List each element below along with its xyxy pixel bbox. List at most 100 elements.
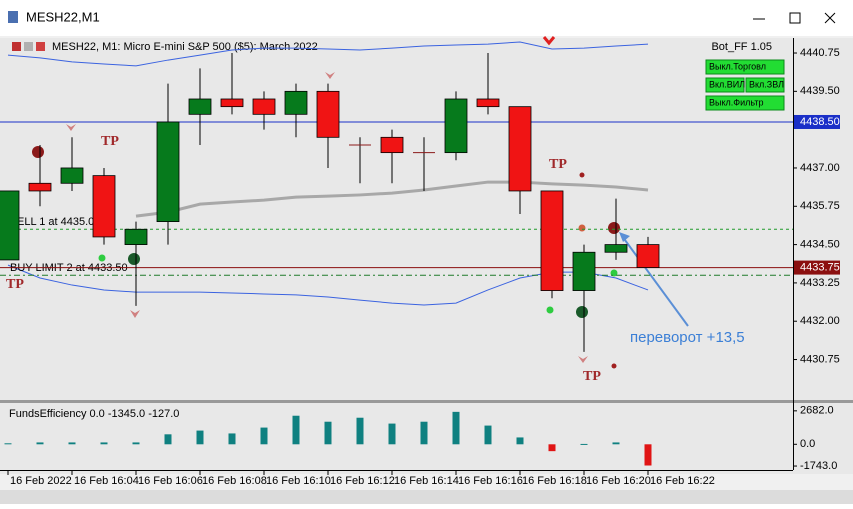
arrow-marker — [542, 36, 556, 46]
y-tick-label: 4435.75 — [800, 200, 840, 212]
candle-body — [28, 182, 52, 192]
candle-body — [540, 190, 564, 291]
bar — [36, 442, 44, 445]
window-icon — [8, 11, 18, 23]
candle-body — [476, 98, 500, 108]
x-tick-label: 16 Feb 16:18 — [522, 475, 587, 487]
x-tick-label: 16 Feb 16:04 — [74, 475, 139, 487]
bar — [484, 425, 492, 445]
window-title: MESH22,M1 — [26, 9, 100, 24]
annotation-arrowhead — [619, 232, 630, 242]
overlay-line — [135, 180, 649, 218]
bar — [452, 411, 460, 445]
y-tick-label: 4434.50 — [800, 239, 840, 251]
bar — [4, 443, 12, 445]
bot-button[interactable] — [745, 77, 785, 93]
x-tick-label: 16 Feb 16:14 — [394, 475, 459, 487]
x-tick-label: 16 Feb 16:20 — [586, 475, 651, 487]
bar — [388, 423, 396, 445]
arrow-marker — [578, 356, 588, 363]
tp-marker: TP — [549, 157, 567, 172]
order-label: BUY LIMIT 2 at 4433.50 — [10, 262, 128, 274]
dot — [611, 363, 617, 369]
y-tick-label: -1743.0 — [800, 460, 837, 472]
candle-body — [380, 136, 404, 154]
title-bar — [0, 0, 853, 36]
bar — [228, 433, 236, 445]
y-tick-label: 4439.50 — [800, 85, 840, 97]
arrow-marker — [66, 124, 76, 131]
candle-body — [252, 98, 276, 115]
dot — [579, 172, 585, 178]
bar — [612, 442, 620, 445]
indicator-title: FundsEfficiency 0.0 -1345.0 -127.0 — [9, 408, 179, 420]
price-tag-label: 4433.75 — [800, 261, 840, 273]
bot-button-label[interactable]: Выкл.Фильтр — [709, 97, 764, 107]
candle-body — [604, 244, 628, 253]
annotation: переворот +13,5 — [630, 329, 745, 346]
bar — [580, 443, 588, 445]
arrow-marker — [130, 310, 140, 318]
dot — [578, 224, 586, 232]
bar — [644, 444, 652, 466]
dot — [98, 254, 106, 262]
bar — [548, 444, 556, 452]
candle-body — [284, 90, 308, 115]
scroll-strip — [0, 490, 853, 504]
trade-circle — [576, 306, 588, 318]
trade-markers — [32, 36, 620, 369]
bot-button-label[interactable]: Выкл.Торговл — [709, 61, 766, 71]
x-tick-label: 16 Feb 16:16 — [458, 475, 523, 487]
tp-marker: TP — [6, 277, 24, 292]
candle-body — [444, 98, 468, 154]
bar — [164, 434, 172, 445]
bot-button-label[interactable]: Вкл.ВИЛ — [709, 79, 745, 89]
bar — [260, 427, 268, 445]
price-tag-box — [794, 114, 840, 129]
plot-area: ELL 1 at 4435.00 BUY LIMIT 2 at 4433.50 — [0, 41, 793, 466]
candle-body — [636, 244, 660, 268]
bar — [324, 421, 332, 445]
tp-marker: TP — [583, 369, 601, 384]
maximize-button[interactable] — [789, 12, 801, 24]
candle-body — [220, 98, 244, 108]
y-tick-label: 0.0 — [800, 438, 815, 450]
x-tick-label: 16 Feb 16:10 — [266, 475, 331, 487]
x-tick-label: 16 Feb 16:22 — [650, 475, 715, 487]
y-tick-label: 4437.00 — [800, 162, 840, 174]
candle-body — [124, 228, 148, 245]
bot-button[interactable] — [705, 77, 745, 93]
candle-body — [0, 190, 20, 261]
toolbar-icon — [12, 42, 21, 51]
candle-body — [316, 90, 340, 138]
bot-button-label[interactable]: Вкл.ЗВЛ — [749, 79, 784, 89]
tp-markers: TP TP TP TP — [6, 134, 601, 384]
candle-body — [92, 175, 116, 238]
price-tag-label: 4438.50 — [800, 116, 840, 128]
x-tick-label: 16 Feb 16:08 — [202, 475, 267, 487]
y-tick-label: 4433.25 — [800, 277, 840, 289]
toolbar-icon — [36, 42, 45, 51]
y-tick-label: 2682.0 — [800, 405, 834, 417]
candle-body — [572, 251, 596, 291]
price-tag-box — [794, 260, 840, 275]
expert-name: Bot_FF 1.05 — [711, 41, 772, 53]
bar — [516, 437, 524, 445]
candle-body — [156, 121, 180, 223]
y-tick-label: 4432.00 — [800, 315, 840, 327]
bar — [292, 415, 300, 445]
overlay-line — [7, 41, 649, 67]
bar — [100, 442, 108, 445]
dot — [546, 306, 554, 314]
bot-button[interactable] — [705, 59, 785, 75]
x-tick-label: 16 Feb 2022 — [10, 475, 72, 487]
bot-button[interactable] — [705, 95, 785, 111]
close-button[interactable] — [824, 12, 836, 24]
bar — [132, 442, 140, 445]
x-tick-label: 16 Feb 16:12 — [330, 475, 395, 487]
trade-circle — [32, 146, 44, 158]
tp-marker: TP — [101, 134, 119, 149]
trade-circle — [128, 253, 140, 265]
